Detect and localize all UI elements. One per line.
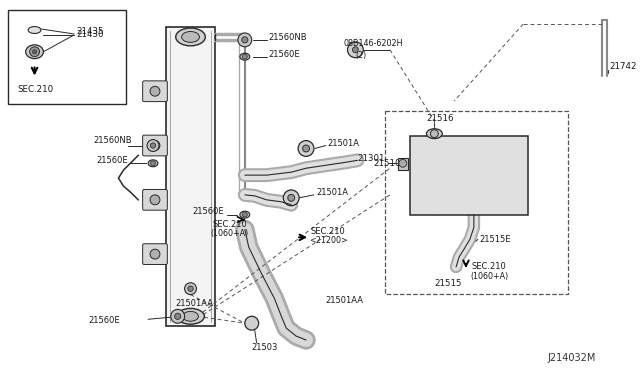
Circle shape: [243, 54, 247, 59]
Ellipse shape: [148, 160, 158, 167]
Text: 21560NB: 21560NB: [269, 33, 307, 42]
Circle shape: [147, 140, 159, 151]
Text: 21560E: 21560E: [193, 207, 224, 216]
Circle shape: [150, 141, 160, 150]
Circle shape: [150, 195, 160, 205]
Circle shape: [150, 161, 156, 166]
Circle shape: [150, 143, 156, 148]
Circle shape: [175, 313, 181, 320]
Text: 21742: 21742: [609, 62, 637, 71]
Text: 08B146-6202H: 08B146-6202H: [344, 39, 403, 48]
Text: 21515E: 21515E: [480, 235, 511, 244]
Text: 21501AA: 21501AA: [326, 296, 364, 305]
Circle shape: [188, 286, 193, 291]
Text: (2): (2): [355, 51, 367, 60]
Text: 21503: 21503: [252, 343, 278, 352]
Text: 21510: 21510: [373, 159, 401, 168]
Text: 21430: 21430: [76, 31, 104, 39]
Circle shape: [284, 190, 299, 206]
Circle shape: [242, 37, 248, 43]
FancyBboxPatch shape: [143, 81, 167, 102]
Bar: [410, 136, 528, 215]
Ellipse shape: [26, 45, 44, 59]
Ellipse shape: [240, 211, 250, 218]
Text: SEC.210: SEC.210: [18, 85, 54, 94]
Circle shape: [288, 195, 294, 201]
FancyBboxPatch shape: [143, 135, 167, 156]
Circle shape: [33, 50, 36, 54]
Circle shape: [184, 283, 196, 295]
Text: 21435: 21435: [76, 28, 104, 36]
Text: SEC.210: SEC.210: [472, 263, 507, 272]
Text: 21516: 21516: [426, 114, 454, 124]
Ellipse shape: [182, 32, 200, 42]
FancyBboxPatch shape: [143, 244, 167, 264]
FancyBboxPatch shape: [143, 189, 167, 210]
Text: 21560NB: 21560NB: [94, 136, 132, 145]
Circle shape: [298, 141, 314, 156]
Text: 21501A: 21501A: [316, 188, 348, 198]
Bar: [166, 27, 215, 326]
Text: 21560E: 21560E: [269, 50, 300, 59]
Ellipse shape: [182, 311, 198, 321]
Circle shape: [431, 130, 438, 138]
Circle shape: [245, 316, 259, 330]
Ellipse shape: [176, 28, 205, 46]
Circle shape: [348, 42, 364, 58]
Ellipse shape: [240, 53, 250, 60]
Text: SEC.210: SEC.210: [212, 220, 247, 229]
Bar: [398, 158, 408, 170]
Text: 21560E: 21560E: [89, 316, 120, 325]
Circle shape: [399, 159, 407, 167]
Text: <21200>: <21200>: [309, 236, 348, 245]
Circle shape: [171, 310, 184, 323]
Circle shape: [243, 212, 247, 217]
Circle shape: [303, 145, 310, 152]
Text: 21501AA: 21501AA: [176, 299, 214, 308]
Bar: [385, 111, 568, 294]
Text: 21501A: 21501A: [328, 139, 360, 148]
Circle shape: [29, 47, 40, 57]
Bar: [8, 10, 126, 104]
Text: 21515: 21515: [435, 279, 462, 288]
Circle shape: [150, 249, 160, 259]
Text: 21301: 21301: [357, 154, 385, 163]
Text: J214032M: J214032M: [548, 353, 596, 363]
Circle shape: [150, 86, 160, 96]
Text: (1060+A): (1060+A): [470, 272, 508, 281]
Text: 21560E: 21560E: [97, 156, 129, 165]
Ellipse shape: [177, 308, 204, 324]
Circle shape: [353, 47, 358, 53]
Circle shape: [238, 33, 252, 47]
Ellipse shape: [28, 26, 41, 33]
Ellipse shape: [426, 129, 442, 139]
Text: (1060+A): (1060+A): [211, 229, 248, 238]
Text: SEC.210: SEC.210: [311, 227, 346, 236]
